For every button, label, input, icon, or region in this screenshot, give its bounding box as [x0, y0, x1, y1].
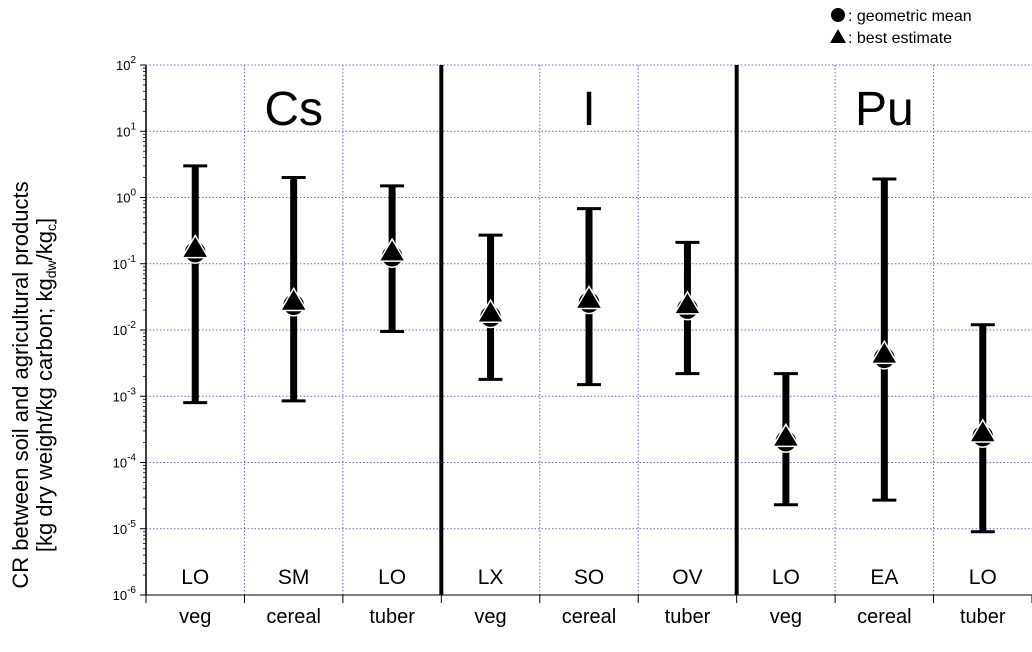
best-estimate-point: [476, 298, 505, 323]
legend-triangle-marker: [830, 29, 846, 43]
y-tick-label: 101: [116, 121, 136, 139]
y-axis: 102 101 100 10-1 10-2 10-3 10-4 10-5 10-6: [113, 55, 146, 603]
y-tick-label: 10-6: [113, 585, 137, 603]
y-tick-label: 10-3: [113, 386, 137, 404]
best-estimate-point: [870, 339, 899, 365]
best-estimate-point: [377, 237, 407, 262]
best-estimate-point: [968, 418, 998, 443]
x-category-label: veg: [179, 606, 211, 628]
best-estimate-point: [673, 290, 702, 315]
element-label: I: [582, 83, 595, 136]
x-category-label: cereal: [857, 606, 911, 628]
y-tick-label: 10-4: [113, 453, 137, 471]
y-tick-label: 102: [116, 55, 136, 73]
product-code-label: SM: [278, 566, 310, 589]
y-tick-label: 100: [116, 188, 136, 206]
best-estimate-point: [771, 422, 801, 448]
x-axis: veg cereal tuber veg cereal tuber veg cereal tub…: [145, 595, 1032, 628]
y-axis-label-line1: CR between soil and agricultural product…: [8, 181, 33, 588]
error-bars: Cs LO SM LO I LX SO OV Pu LO EA LO: [180, 83, 998, 589]
y-tick-label: 10-2: [113, 320, 137, 338]
product-code-label: LX: [478, 566, 504, 589]
product-code-label: LO: [378, 566, 406, 589]
legend: : geometric mean : best estimate: [830, 8, 972, 47]
y-tick-label: 10-5: [113, 519, 137, 537]
product-code-label: LO: [772, 566, 800, 589]
product-code-label: OV: [672, 566, 702, 589]
legend-label: : geometric mean: [848, 8, 972, 25]
x-category-label: tuber: [665, 606, 711, 628]
product-code-label: LO: [969, 566, 997, 589]
legend-circle-marker: [831, 8, 845, 22]
product-code-label: SO: [574, 566, 604, 589]
x-category-label: veg: [474, 606, 506, 628]
best-estimate-point: [279, 286, 308, 312]
y-tick-label: 10-1: [113, 254, 137, 272]
element-label: Pu: [855, 83, 914, 136]
y-axis-label-line2: [kg dry weight/kg carbon; kgdw/kgc]: [32, 218, 59, 552]
x-category-label: cereal: [562, 606, 616, 628]
plot-frame: [145, 64, 1032, 596]
legend-label: : best estimate: [848, 30, 952, 47]
x-category-label: cereal: [266, 606, 320, 628]
product-code-label: LO: [181, 566, 209, 589]
element-label: Cs: [264, 83, 323, 136]
best-estimate-point: [574, 284, 604, 310]
x-category-label: tuber: [960, 606, 1006, 628]
best-estimate-point: [180, 234, 210, 259]
x-category-label: tuber: [369, 606, 415, 628]
x-category-label: veg: [770, 606, 802, 628]
product-code-label: EA: [870, 566, 898, 589]
